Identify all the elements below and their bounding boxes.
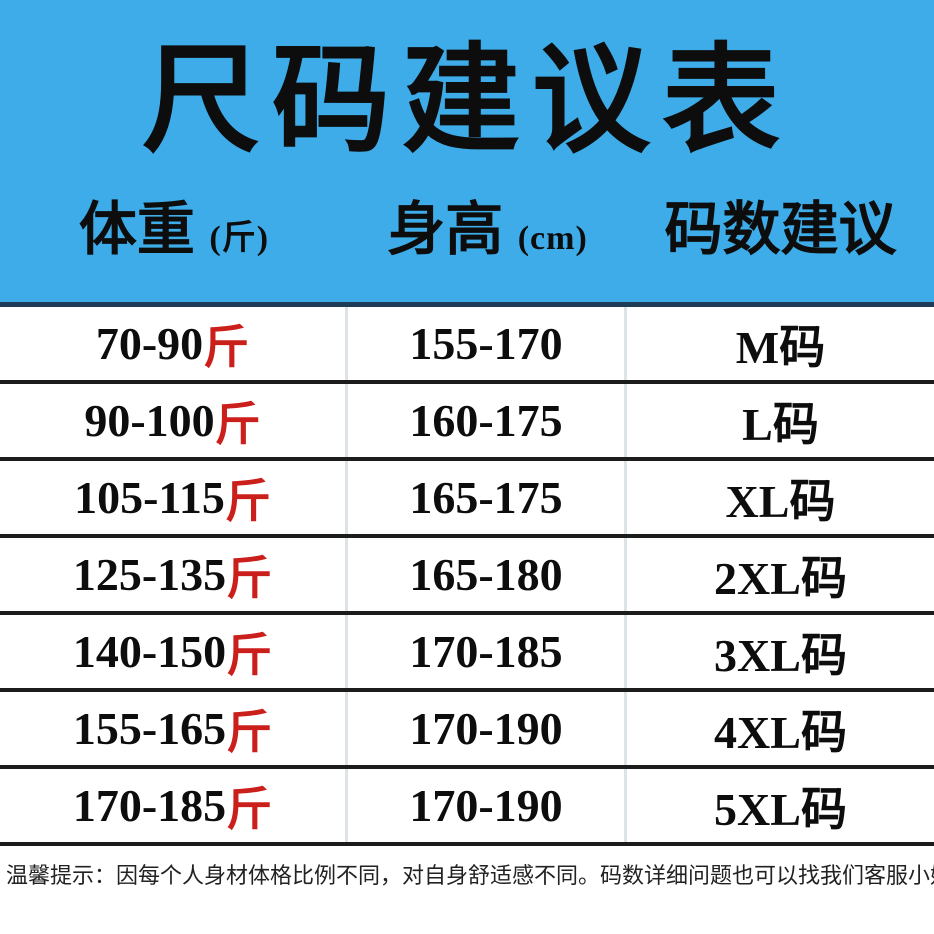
- weight-value: 140-150: [72, 626, 227, 677]
- weight-cell: 105-115 斤: [0, 461, 348, 534]
- table-row: 140-150 斤 170-185 3XL码: [0, 615, 934, 692]
- weight-header-label: 体重: [78, 197, 195, 262]
- weight-cell: 70-90 斤: [0, 307, 348, 380]
- table-row: 90-100 斤 160-175 L码: [0, 384, 934, 461]
- weight-cell: 90-100 斤: [0, 384, 348, 457]
- size-cell: M码: [735, 321, 826, 373]
- size-cell: XL码: [725, 475, 836, 527]
- weight-unit: 斤: [226, 629, 273, 681]
- size-cell: 5XL码: [714, 783, 847, 835]
- height-cell: 170-190: [348, 692, 627, 765]
- weight-header-unit: (斤): [209, 220, 270, 257]
- weight-cell: 140-150 斤: [0, 615, 348, 688]
- weight-unit: 斤: [214, 398, 261, 450]
- size-cell: 2XL码: [714, 552, 847, 604]
- warm-tip-note: 温馨提示：因每个人身材体格比例不同，对自身舒适感不同。码数详细问题也可以找我们客…: [6, 863, 934, 888]
- table-row: 155-165 斤 170-190 4XL码: [0, 692, 934, 769]
- height-header-label: 身高: [387, 197, 504, 262]
- column-header-weight: 体重 (斤): [0, 182, 348, 266]
- weight-value: 90-100: [84, 395, 215, 446]
- size-cell: 4XL码: [714, 706, 847, 758]
- height-cell: 170-190: [348, 769, 627, 842]
- weight-value: 70-90: [95, 318, 204, 369]
- weight-cell: 170-185 斤: [0, 769, 348, 842]
- size-table: 70-90 斤 155-170 M码 90-100 斤 160-175 L码 105…: [0, 307, 934, 846]
- weight-cell: 125-135 斤: [0, 538, 348, 611]
- weight-cell: 155-165 斤: [0, 692, 348, 765]
- weight-unit: 斤: [203, 321, 250, 373]
- height-header-unit: (cm): [517, 220, 588, 257]
- size-header-label: 码数建议: [664, 197, 897, 262]
- table-row: 105-115 斤 165-175 XL码: [0, 461, 934, 538]
- weight-unit: 斤: [226, 783, 273, 835]
- size-cell: L码: [742, 398, 819, 450]
- size-cell: 3XL码: [714, 629, 847, 681]
- height-cell: 160-175: [348, 384, 627, 457]
- weight-unit: 斤: [224, 475, 271, 527]
- height-cell: 155-170: [348, 307, 627, 380]
- weight-value: 155-165: [72, 703, 227, 754]
- weight-value: 125-135: [72, 549, 227, 600]
- height-cell: 170-185: [348, 615, 627, 688]
- column-header-height: 身高 (cm): [348, 182, 627, 266]
- note-bar: 温馨提示：因每个人身材体格比例不同，对自身舒适感不同。码数详细问题也可以找我们客…: [0, 846, 934, 902]
- page-title: 尺码建议表: [141, 36, 792, 167]
- table-row: 170-185 斤 170-190 5XL码: [0, 769, 934, 846]
- blue-banner: 尺码建议表 体重 (斤) 身高 (cm) 码数建议: [0, 0, 934, 307]
- weight-unit: 斤: [226, 706, 273, 758]
- column-header-size: 码数建议: [627, 182, 934, 266]
- weight-unit: 斤: [226, 552, 273, 604]
- weight-value: 105-115: [74, 472, 225, 523]
- table-row: 70-90 斤 155-170 M码: [0, 307, 934, 384]
- table-row: 125-135 斤 165-180 2XL码: [0, 538, 934, 615]
- weight-value: 170-185: [72, 780, 227, 831]
- table-header-row: 体重 (斤) 身高 (cm) 码数建议: [0, 174, 934, 274]
- height-cell: 165-180: [348, 538, 627, 611]
- height-cell: 165-175: [348, 461, 627, 534]
